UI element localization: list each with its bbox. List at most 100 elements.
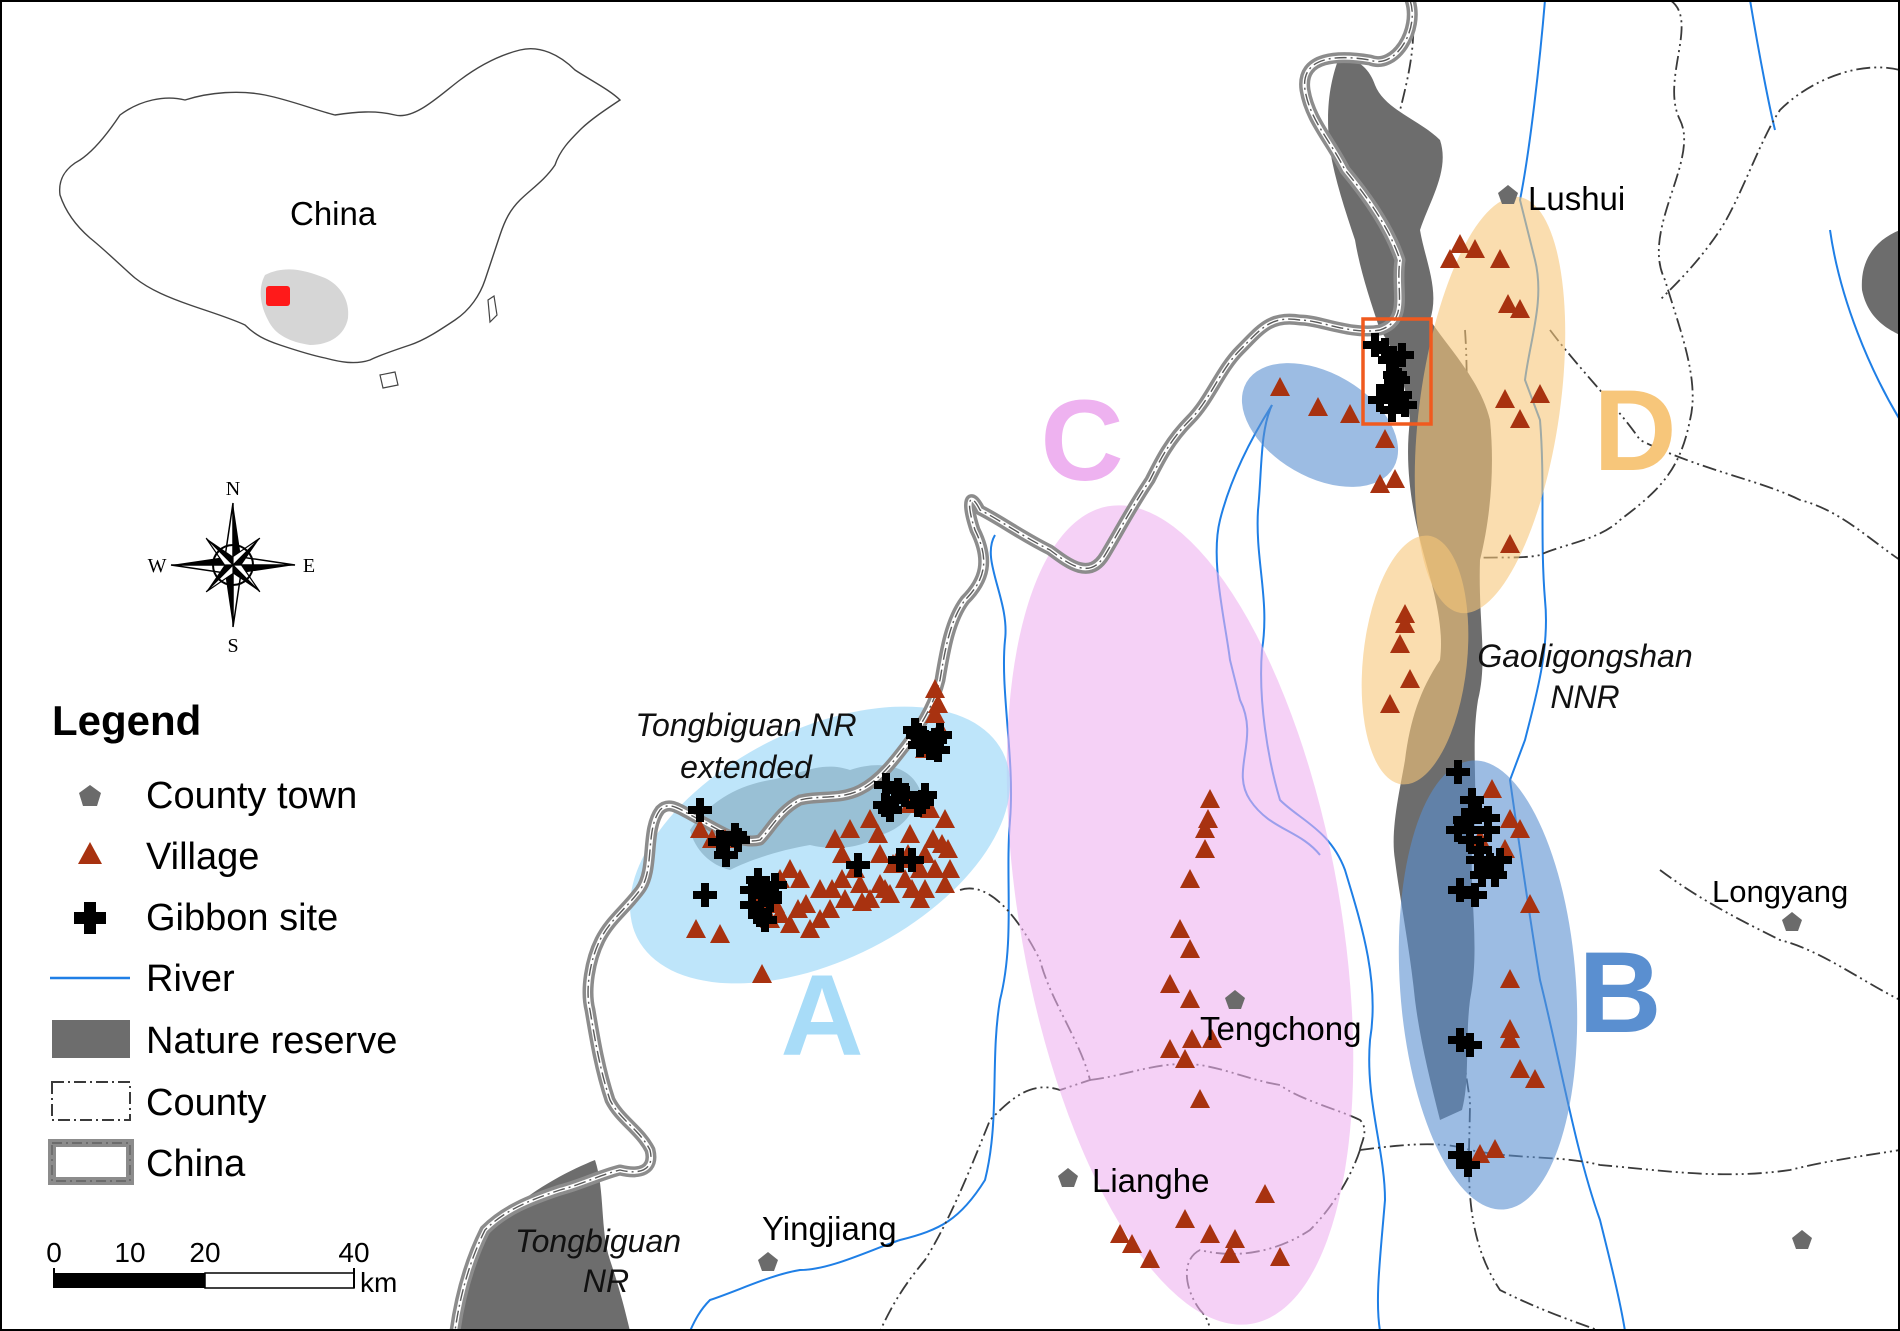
village-marker <box>925 679 945 698</box>
gibbon-site-marker <box>1478 853 1502 877</box>
village-marker <box>1465 239 1485 258</box>
inset-country-label: China <box>290 195 377 232</box>
village-marker <box>1110 1224 1130 1243</box>
village-marker <box>1195 839 1215 858</box>
reserve-label-gaoligongshan-1: Gaoligongshan <box>1477 638 1692 674</box>
gibbon-site-marker <box>1386 368 1410 392</box>
village-marker <box>938 839 958 858</box>
gibbon-site-marker <box>903 718 927 742</box>
gibbon-site-marker <box>878 798 902 822</box>
village-marker <box>910 859 930 878</box>
scale-tick-20: 20 <box>189 1237 220 1268</box>
village-marker <box>1270 377 1290 396</box>
village-marker <box>1500 809 1520 828</box>
village-marker <box>1500 534 1520 553</box>
village-marker <box>935 874 955 893</box>
china-inset: China <box>58 48 622 389</box>
compass-rose: N S E W <box>148 478 316 657</box>
village-marker <box>925 859 945 878</box>
gibbon-site-marker <box>1390 343 1414 367</box>
village-marker <box>1510 299 1530 318</box>
village-marker <box>925 704 945 723</box>
scale-bar: 0 10 20 40 km <box>46 1237 397 1298</box>
gibbon-site-marker <box>1460 788 1484 812</box>
gibbon-site-marker <box>1466 848 1490 872</box>
region-d-ellipse-upper <box>1414 196 1566 614</box>
region-d-ellipse-lower <box>1361 535 1469 785</box>
compass-w: W <box>148 555 167 577</box>
gibbon-site-marker <box>1453 808 1477 832</box>
county-town-markers <box>758 185 1812 1271</box>
gibbon-site-marker <box>1456 1153 1480 1177</box>
scale-tick-10: 10 <box>114 1237 145 1268</box>
legend-symbol-gibbon-site <box>74 902 106 934</box>
village-marker <box>1200 789 1220 808</box>
village-marker <box>840 819 860 838</box>
village-marker <box>1160 974 1180 993</box>
county-town-marker <box>1498 185 1518 204</box>
scale-tick-0: 0 <box>46 1237 62 1268</box>
gibbon-site-marker <box>740 878 764 902</box>
village-marker <box>1225 1229 1245 1248</box>
village-marker <box>810 909 830 928</box>
village-marker <box>1510 1059 1530 1078</box>
gibbon-site-marker <box>893 783 917 807</box>
village-marker <box>1500 969 1520 988</box>
county-town-marker <box>1058 1168 1078 1187</box>
gibbon-site-marker <box>1373 338 1397 362</box>
village-marker <box>1525 1069 1545 1088</box>
gibbon-site-marker <box>1448 1028 1472 1052</box>
legend-symbol-county-town <box>79 785 101 806</box>
village-marker <box>1170 919 1190 938</box>
village-marker <box>1450 234 1470 253</box>
gibbon-site-marker <box>693 883 717 907</box>
gibbon-site-marker <box>714 843 738 867</box>
gibbon-site-marker <box>1488 848 1512 872</box>
village-marker <box>1370 474 1390 493</box>
gibbon-site-marker <box>763 873 787 897</box>
village-marker <box>1400 669 1420 688</box>
reserve-label-tongbiguan-2: NR <box>583 1263 629 1299</box>
gibbon-site-marker <box>1448 1143 1472 1167</box>
village-marker <box>796 894 816 913</box>
compass-n: N <box>226 478 240 500</box>
gibbon-site-marker <box>883 788 907 812</box>
town-label-tengchong: Tengchong <box>1200 1010 1361 1047</box>
reserve-labels: Tongbiguan NR extended Gaoligongshan NNR… <box>515 638 1693 1299</box>
village-markers <box>686 234 1550 1268</box>
scale-tick-40: 40 <box>338 1237 369 1268</box>
village-marker <box>1340 404 1360 423</box>
region-c-ellipse <box>1006 505 1354 1325</box>
village-marker <box>1270 1247 1290 1266</box>
village-marker <box>910 889 930 908</box>
village-marker <box>902 879 922 898</box>
town-label-lushui: Lushui <box>1528 180 1625 217</box>
gibbon-site-marker <box>1466 800 1490 824</box>
gibbon-site-marker <box>1470 863 1494 887</box>
gibbon-site-marker <box>748 903 772 927</box>
legend-title: Legend <box>52 697 201 744</box>
gibbon-site-marker <box>746 868 770 892</box>
county-town-marker <box>1792 1230 1812 1249</box>
village-marker <box>1180 989 1200 1008</box>
village-marker <box>1180 869 1200 888</box>
gibbon-site-markers <box>688 333 1512 1177</box>
village-marker <box>1202 1029 1222 1048</box>
gibbon-site-marker <box>740 893 764 917</box>
village-marker <box>940 859 960 878</box>
gibbon-site-marker <box>1378 348 1402 372</box>
village-marker <box>752 964 772 983</box>
gibbon-site-marker <box>1363 333 1387 357</box>
county-town-marker <box>1225 990 1245 1009</box>
gibbon-site-marker <box>928 723 952 747</box>
village-marker <box>832 844 852 863</box>
gibbon-site-marker <box>708 830 732 854</box>
village-marker <box>870 844 890 863</box>
village-marker <box>1195 819 1215 838</box>
gibbon-site-marker <box>1476 818 1500 842</box>
village-marker <box>1482 779 1502 798</box>
legend-label-gibbon-site: Gibbon site <box>146 897 338 939</box>
gibbon-site-marker <box>1388 383 1412 407</box>
